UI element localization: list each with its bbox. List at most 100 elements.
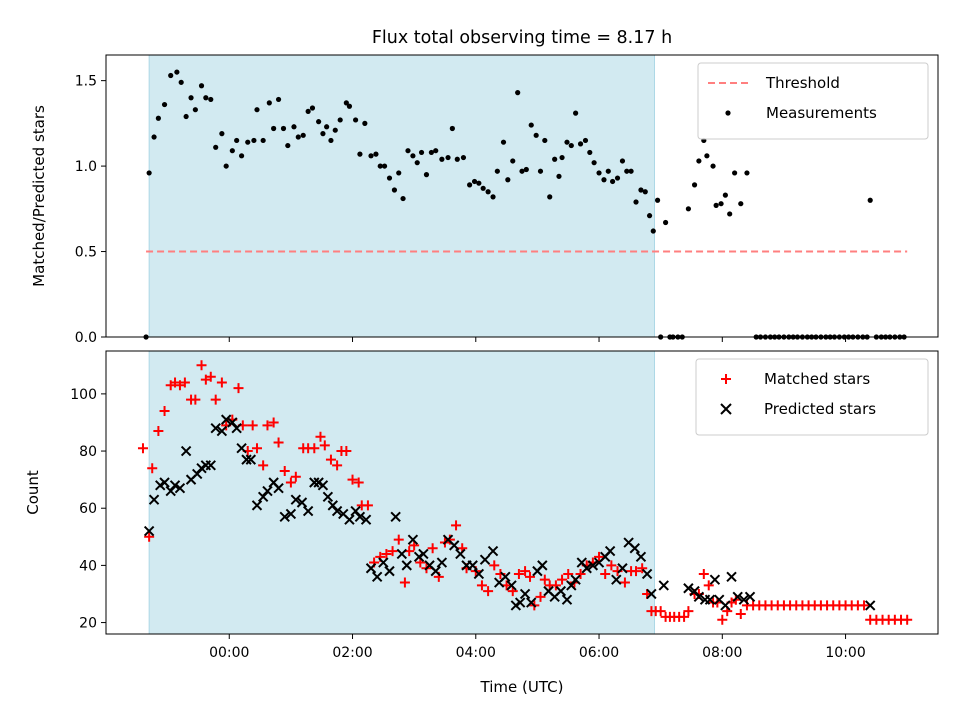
predicted-star-point <box>570 574 581 585</box>
count-panel-frame <box>105 350 939 635</box>
predicted-star-point <box>309 477 320 488</box>
measurement-point <box>168 72 174 79</box>
predicted-star-point <box>401 560 412 571</box>
predicted-star-point <box>430 565 441 577</box>
matched-star-point <box>147 463 158 474</box>
measurement-point <box>624 168 630 174</box>
matched-star-point <box>144 531 155 542</box>
measurement-point <box>601 177 607 183</box>
legend-predicted-swatch <box>720 403 732 415</box>
matched-star-point <box>332 460 343 471</box>
predicted-star-point <box>587 560 599 571</box>
predicted-star-point <box>159 477 170 488</box>
measurement-point <box>867 197 873 203</box>
measurement-point <box>732 170 738 176</box>
count-y-ticks: 20 40 60 80 100 <box>70 387 106 632</box>
measurement-point <box>596 170 602 176</box>
predicted-star-point <box>720 600 731 611</box>
star-count-points <box>137 360 913 625</box>
matched-star-point <box>476 580 487 591</box>
measurement-point <box>285 142 291 149</box>
measurement-point <box>183 113 189 120</box>
count-y-axis-label: Count <box>24 470 42 515</box>
measurement-point <box>295 134 301 140</box>
legend-box <box>697 62 929 140</box>
predicted-star-point <box>704 594 716 605</box>
measurement-point <box>245 139 251 145</box>
predicted-star-point <box>646 588 657 600</box>
predicted-star-point <box>635 551 647 563</box>
y-tick-label: 1.0 <box>75 159 97 175</box>
measurement-point <box>552 156 558 162</box>
predicted-star-point <box>220 414 232 425</box>
legend-matched-swatch <box>721 374 731 384</box>
predicted-star-point <box>693 591 705 603</box>
matched-star-point <box>550 580 561 591</box>
measurement-point <box>510 158 516 164</box>
matched-star-point <box>290 471 301 482</box>
measurement-point <box>494 168 500 174</box>
measurement-points <box>143 69 907 340</box>
matched-star-point <box>679 611 690 622</box>
matched-star-point <box>703 580 714 591</box>
predicted-star-point <box>738 594 750 605</box>
legend-label: Matched stars <box>764 370 870 388</box>
measurement-point <box>619 158 626 164</box>
measurement-point <box>316 119 322 125</box>
measurement-point <box>324 124 330 130</box>
predicted-star-point <box>236 442 247 454</box>
ratio-y-ticks: 0.0 0.5 1.0 1.5 <box>75 74 106 346</box>
matched-star-point <box>387 546 398 557</box>
measurement-point <box>638 187 644 193</box>
predicted-star-point <box>371 571 383 583</box>
measurement-point <box>556 173 562 179</box>
predicted-star-point <box>436 557 448 568</box>
predicted-star-point <box>290 494 302 505</box>
measurement-point <box>151 134 157 140</box>
matched-star-point <box>205 371 216 382</box>
measurement-point <box>260 137 266 144</box>
matched-star-point <box>575 568 586 579</box>
measurement-point <box>471 178 478 185</box>
matched-star-point <box>619 577 630 588</box>
predicted-star-point <box>360 514 372 525</box>
measurement-point <box>357 151 363 157</box>
predicted-star-point <box>617 563 628 574</box>
matched-star-point <box>902 614 913 625</box>
measurement-point <box>309 105 316 111</box>
predicted-star-point <box>390 511 401 523</box>
measurement-point <box>192 107 198 113</box>
measurement-point <box>505 177 511 183</box>
predicted-star-point <box>378 557 389 568</box>
measurement-point <box>400 195 406 202</box>
predicted-star-point <box>604 545 616 557</box>
x-tick-label: 00:00 <box>209 645 249 661</box>
ratio-legend: Threshold Measurements <box>697 62 929 140</box>
matched-star-point <box>247 420 258 431</box>
y-tick-label: 0.5 <box>75 245 97 261</box>
measurement-point <box>500 139 507 145</box>
measurement-point <box>178 79 184 85</box>
measurement-point <box>337 117 343 123</box>
matched-star-point <box>153 426 164 437</box>
measurement-point <box>213 144 219 150</box>
matched-star-point <box>539 574 550 585</box>
measurement-point <box>373 151 379 157</box>
predicted-star-point <box>354 511 366 523</box>
predicted-star-point <box>506 580 517 591</box>
measurement-point <box>727 211 733 217</box>
measurement-point <box>280 125 287 132</box>
x-tick-label: 02:00 <box>332 645 372 661</box>
predicted-star-point <box>302 505 314 517</box>
predicted-star-point <box>279 511 290 523</box>
measurement-point <box>718 201 724 207</box>
matched-star-point <box>606 560 617 571</box>
predicted-star-point <box>384 565 395 577</box>
measurement-point <box>251 137 257 144</box>
matched-star-point <box>268 417 279 428</box>
measurement-point <box>662 219 669 226</box>
predicted-star-point <box>658 580 669 591</box>
ratio-panel: 0.0 0.5 1.0 1.5 Matched/Predicted stars Thr… <box>30 54 939 346</box>
matched-star-point <box>325 454 336 465</box>
